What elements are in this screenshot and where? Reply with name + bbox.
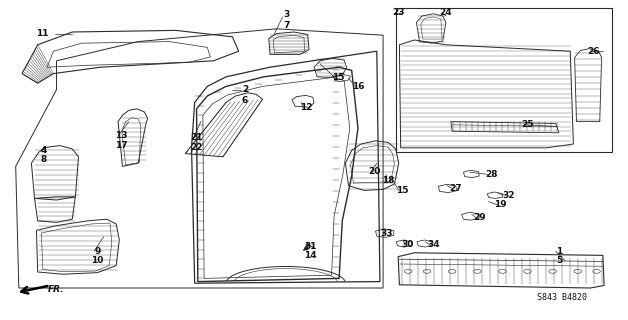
Text: 19: 19 xyxy=(494,200,507,209)
Text: 10: 10 xyxy=(91,256,104,265)
Text: 8: 8 xyxy=(41,156,47,164)
Text: 32: 32 xyxy=(502,191,515,200)
Text: 30: 30 xyxy=(401,240,414,249)
Text: 5: 5 xyxy=(556,256,562,265)
Text: 22: 22 xyxy=(190,143,203,152)
Text: 27: 27 xyxy=(450,184,462,193)
Text: 21: 21 xyxy=(190,133,203,142)
Text: 18: 18 xyxy=(382,176,394,185)
Text: 13: 13 xyxy=(115,132,127,140)
Text: 24: 24 xyxy=(440,8,452,17)
Text: 33: 33 xyxy=(381,229,393,238)
Text: S843 B4820: S843 B4820 xyxy=(537,293,587,302)
Text: 9: 9 xyxy=(94,247,100,256)
Text: 26: 26 xyxy=(587,47,600,56)
Text: 29: 29 xyxy=(473,213,485,222)
Text: 31: 31 xyxy=(304,242,317,251)
Text: 2: 2 xyxy=(242,85,248,94)
Text: 28: 28 xyxy=(485,170,497,179)
Text: 6: 6 xyxy=(242,96,248,105)
Text: 11: 11 xyxy=(36,29,49,38)
Text: 12: 12 xyxy=(300,103,312,112)
Text: 4: 4 xyxy=(41,146,47,155)
Text: 16: 16 xyxy=(352,82,365,91)
Text: 7: 7 xyxy=(283,21,290,30)
Text: FR.: FR. xyxy=(48,285,64,294)
Text: 3: 3 xyxy=(283,10,290,19)
Text: 15: 15 xyxy=(396,186,408,195)
Text: 1: 1 xyxy=(556,247,562,256)
Text: 15: 15 xyxy=(332,73,344,82)
Text: 14: 14 xyxy=(304,252,317,260)
Text: 25: 25 xyxy=(521,120,534,129)
Text: 20: 20 xyxy=(368,167,381,176)
Text: 34: 34 xyxy=(427,240,440,249)
Text: 23: 23 xyxy=(392,8,405,17)
Text: 17: 17 xyxy=(115,141,127,150)
